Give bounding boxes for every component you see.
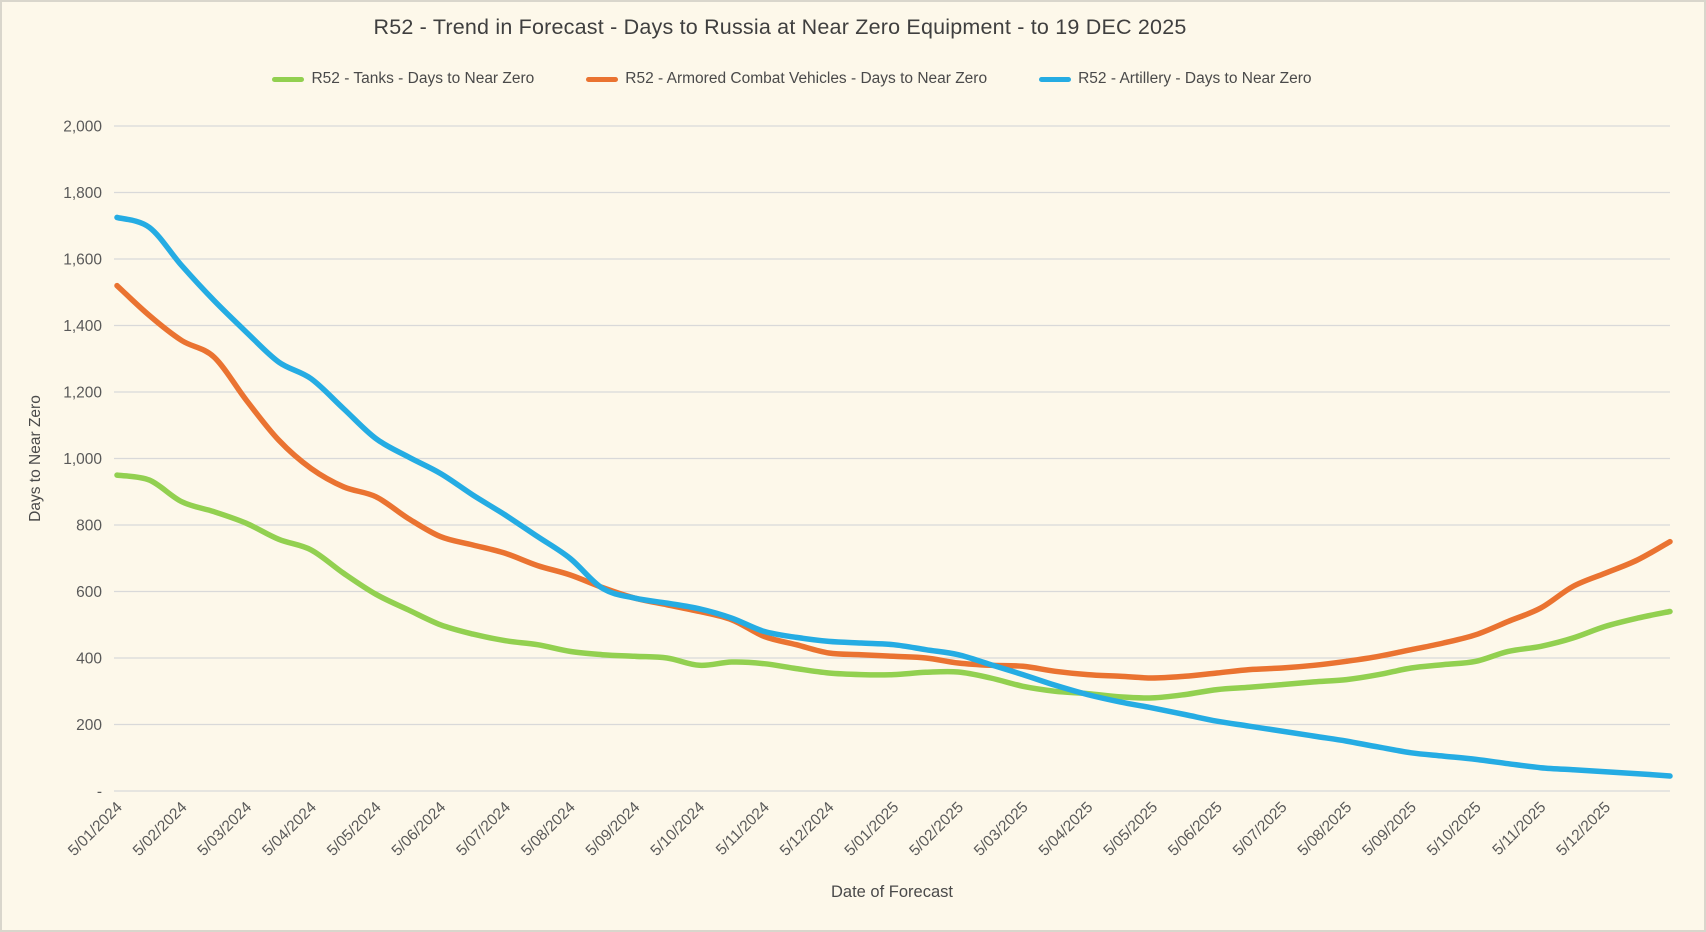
x-tick-label: 5/12/2025 [1553,799,1614,860]
chart-legend: R52 - Tanks - Days to Near Zero R52 - Ar… [2,70,1582,88]
x-tick-label: 5/07/2024 [453,799,514,860]
x-tick-label-text: 5/09/2025 [1359,799,1420,860]
x-tick-label-text: 5/01/2025 [842,799,903,860]
x-tick-label: 5/06/2025 [1165,799,1226,860]
x-tick-label-text: 5/01/2024 [65,799,126,860]
y-tick-label: 200 [76,717,102,734]
x-tick-label: 5/02/2025 [906,799,967,860]
legend-item-tanks: R52 - Tanks - Days to Near Zero [272,70,534,88]
legend-item-artillery: R52 - Artillery - Days to Near Zero [1039,70,1312,88]
x-tick-label-text: 5/11/2024 [713,799,773,859]
y-axis-title: Days to Near Zero [27,395,44,522]
x-tick-label: 5/08/2024 [518,799,579,860]
x-tick-label-text: 5/04/2025 [1036,799,1097,860]
y-tick-label: 1,200 [63,385,102,402]
x-tick-label-text: 5/05/2025 [1100,799,1161,860]
x-tick-label-text: 5/10/2025 [1424,799,1485,860]
x-tick-label: 5/12/2024 [777,799,838,860]
x-tick-label: 5/08/2025 [1294,799,1355,860]
x-tick-label: 5/10/2024 [647,799,708,860]
y-tick-label: 1,400 [63,318,102,335]
x-tick-label: 5/11/2025 [1489,799,1549,859]
x-tick-label-text: 5/03/2024 [194,799,255,860]
x-tick-label: 5/09/2024 [583,799,644,860]
x-tick-label: 5/03/2024 [194,799,255,860]
x-tick-label: 5/06/2024 [389,799,450,860]
x-tick-label: 5/04/2024 [259,799,320,860]
x-tick-label-text: 5/02/2025 [906,799,967,860]
x-tick-label-text: 5/12/2024 [777,799,838,860]
series-line-r52-artillery-days-to-near-zero [114,214,1673,779]
y-tick-label: 600 [76,584,102,601]
x-tick-label-text: 5/06/2025 [1165,799,1226,860]
y-tick-label: 400 [76,651,102,668]
x-tick-label: 5/07/2025 [1230,799,1291,860]
legend-label-tanks: R52 - Tanks - Days to Near Zero [311,70,535,87]
x-tick-label: 5/01/2024 [65,799,126,860]
y-tick-label: - [97,784,102,801]
y-tick-label: 1,000 [63,451,102,468]
y-tick-label: 800 [76,518,102,535]
legend-item-armored-combat-vehicles: R52 - Armored Combat Vehicles - Days to … [586,70,987,88]
x-tick-label-text: 5/08/2025 [1294,799,1355,860]
series-line-r52-tanks-days-to-near-zero [114,472,1673,701]
x-tick-label-text: 5/03/2025 [971,799,1032,860]
y-tick-label: 2,000 [63,119,102,136]
legend-swatch-tanks [272,76,305,82]
series-line-r52-armored-combat-vehicles-days-to-near-zero [114,282,1673,681]
x-tick-label-text: 5/11/2025 [1489,799,1549,859]
x-tick-label-text: 5/02/2024 [130,799,191,860]
x-tick-label-text: 5/12/2025 [1553,799,1614,860]
chart-title: R52 - Trend in Forecast - Days to Russia… [373,15,1187,39]
x-tick-label: 5/05/2025 [1100,799,1161,860]
legend-label-artillery: R52 - Artillery - Days to Near Zero [1078,70,1312,87]
x-tick-label-text: 5/06/2024 [389,799,450,860]
y-tick-label: 1,600 [63,252,102,269]
x-tick-label: 5/01/2025 [842,799,903,860]
x-tick-label-text: 5/07/2024 [453,799,514,860]
legend-label-armored-combat-vehicles: R52 - Armored Combat Vehicles - Days to … [625,70,988,87]
x-tick-label: 5/09/2025 [1359,799,1420,860]
x-tick-label-text: 5/04/2024 [259,799,320,860]
x-tick-label-text: 5/05/2024 [324,799,385,860]
legend-swatch-artillery [1039,76,1072,82]
x-tick-label: 5/04/2025 [1036,799,1097,860]
x-axis-title: Date of Forecast [831,883,953,901]
x-tick-label-text: 5/10/2024 [647,799,708,860]
x-tick-label: 5/05/2024 [324,799,385,860]
x-tick-label: 5/11/2024 [713,799,773,859]
x-tick-label: 5/02/2024 [130,799,191,860]
x-tick-label: 5/03/2025 [971,799,1032,860]
legend-swatch-armored-combat-vehicles [586,76,619,82]
x-tick-label-text: 5/09/2024 [583,799,644,860]
x-tick-label-text: 5/08/2024 [518,799,579,860]
x-tick-label-text: 5/07/2025 [1230,799,1291,860]
x-tick-label: 5/10/2025 [1424,799,1485,860]
y-tick-label: 1,800 [63,185,102,202]
